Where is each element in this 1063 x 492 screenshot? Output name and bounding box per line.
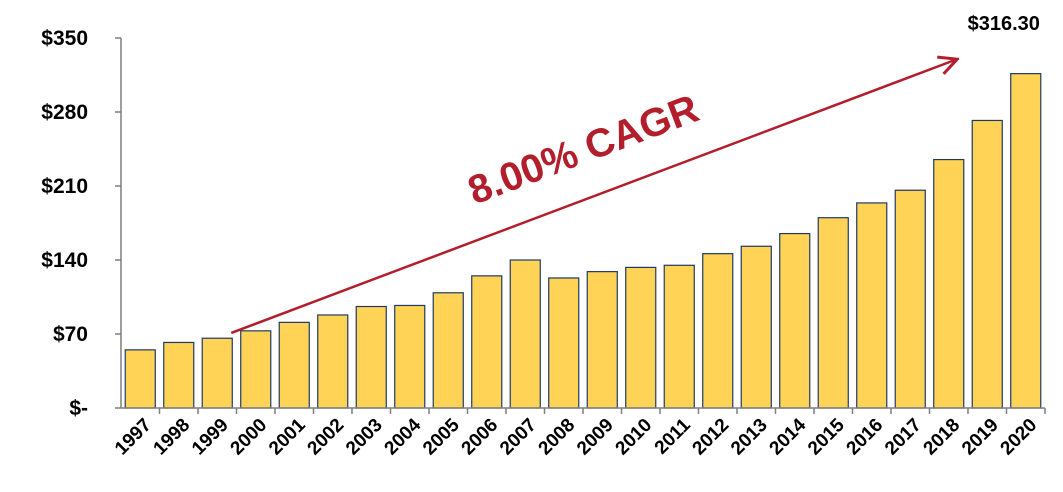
x-tick-label: 2020 [997, 415, 1042, 460]
x-tick-label: 2001 [265, 414, 310, 459]
bar-2017 [894, 189, 926, 409]
x-tick-label: 2005 [419, 414, 464, 459]
x-tick-label: 2006 [458, 415, 503, 460]
bar-2006 [471, 275, 503, 409]
bar-2008 [548, 277, 580, 409]
x-axis: 1997199819992000200120022003200420052006… [111, 407, 1046, 460]
bar-1997 [124, 349, 156, 409]
bar-2014 [779, 232, 811, 409]
bar-2011 [663, 264, 695, 409]
y-tick-label: $210 [41, 175, 88, 198]
y-tick-label: $140 [41, 249, 88, 272]
bar-2000 [240, 330, 272, 409]
x-tick-label: 2003 [342, 415, 387, 460]
cagr-arrow [230, 59, 957, 335]
x-tick-label: 2015 [804, 414, 849, 459]
x-tick-label: 2012 [689, 415, 734, 460]
x-tick-label: 1999 [188, 415, 233, 460]
bar-2018 [933, 158, 965, 409]
x-tick-label: 2008 [535, 415, 580, 460]
bar-2002 [317, 314, 349, 409]
x-tick-label: 1998 [150, 415, 195, 460]
bar-2005 [432, 292, 464, 409]
y-tick-label: $280 [41, 101, 88, 124]
bar-2012 [702, 253, 734, 409]
bar-2007 [509, 259, 541, 409]
y-tick-label: $- [69, 397, 88, 420]
x-tick-label: 1997 [111, 415, 156, 460]
x-tick-label: 2011 [651, 414, 695, 458]
bar-1998 [163, 341, 195, 409]
bar-1999 [201, 337, 233, 409]
x-tick-label: 2004 [381, 414, 426, 459]
bar-2016 [856, 202, 888, 409]
bar-2019 [971, 119, 1003, 409]
x-tick-label: 2017 [881, 415, 926, 460]
x-tick-label: 2013 [727, 415, 772, 460]
data-label: $316.30 [968, 13, 1040, 35]
x-tick-label: 2002 [304, 415, 349, 460]
x-tick-label: 2019 [958, 415, 1003, 460]
x-tick-label: 2010 [612, 415, 657, 460]
bar-2003 [355, 305, 387, 409]
bar-2001 [278, 321, 310, 409]
y-axis: $- $70 $140 $210 $280 $350 [41, 27, 122, 420]
bar-2009 [586, 271, 618, 409]
bar-2004 [394, 304, 426, 409]
bar-2015 [817, 217, 849, 409]
y-tick-label: $70 [53, 323, 88, 346]
bar-2013 [740, 245, 772, 409]
bar-2020 [1010, 73, 1042, 409]
x-tick-label: 2007 [496, 415, 541, 460]
x-tick-label: 2014 [766, 414, 811, 459]
y-tick-label: $350 [41, 27, 88, 50]
bars [124, 73, 1042, 409]
x-tick-label: 2018 [920, 415, 965, 460]
x-tick-label: 2000 [227, 415, 272, 460]
x-tick-label: 2009 [573, 415, 618, 460]
x-tick-label: 2016 [843, 415, 888, 460]
cagr-label: 8.00% CAGR [462, 86, 704, 213]
bar-2010 [625, 266, 657, 409]
